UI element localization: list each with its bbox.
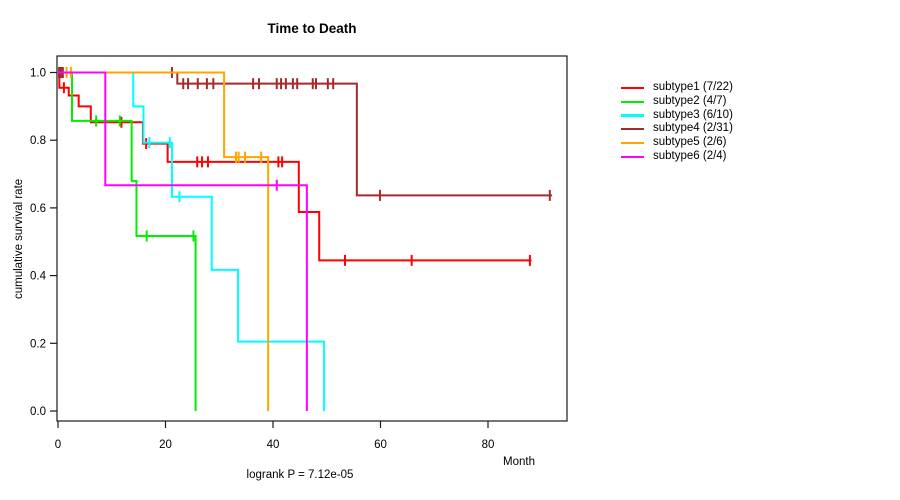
legend-label-subtype2: subtype2 (4/7) bbox=[653, 94, 727, 107]
series-subtype5 bbox=[58, 67, 270, 411]
chart-title: Time to Death bbox=[267, 21, 357, 36]
legend-row-subtype6: subtype6 (2/4) bbox=[621, 150, 733, 164]
curve-subtype6 bbox=[58, 71, 308, 411]
logrank-pvalue: logrank P = 7.12e-05 bbox=[246, 469, 354, 481]
x-tick-label: 20 bbox=[159, 439, 172, 451]
curve-subtype3 bbox=[58, 71, 326, 411]
curve-subtype5 bbox=[58, 71, 270, 411]
legend-line-swatch-subtype3 bbox=[621, 114, 644, 117]
plot-border-box bbox=[56, 55, 568, 422]
legend-row-subtype1: subtype1 (7/22) bbox=[621, 81, 733, 95]
y-tick-label: 0.8 bbox=[30, 135, 46, 147]
legend-row-subtype5: subtype5 (2/6) bbox=[621, 136, 733, 150]
curve-subtype1 bbox=[58, 71, 532, 262]
series-subtype6 bbox=[58, 71, 308, 411]
legend-row-subtype3: subtype3 (6/10) bbox=[621, 109, 733, 123]
legend-label-subtype4: subtype4 (2/31) bbox=[653, 122, 733, 135]
y-tick-label: 0.0 bbox=[30, 406, 46, 418]
legend-line-swatch-subtype1 bbox=[621, 86, 644, 90]
legend-row-subtype4: subtype4 (2/31) bbox=[621, 122, 733, 136]
x-tick-label: 80 bbox=[482, 439, 495, 451]
x-axis-label: Month bbox=[503, 456, 535, 468]
y-tick-label: 0.2 bbox=[30, 338, 46, 350]
legend-label-subtype5: subtype5 (2/6) bbox=[653, 136, 727, 149]
legend-line-swatch-subtype5 bbox=[621, 141, 644, 145]
curve-subtype2 bbox=[58, 71, 197, 411]
series-subtype1 bbox=[58, 71, 532, 266]
legend-row-subtype2: subtype2 (4/7) bbox=[621, 95, 733, 109]
x-tick-label: 60 bbox=[374, 439, 387, 451]
legend-label-subtype1: subtype1 (7/22) bbox=[653, 81, 733, 93]
series-subtype3 bbox=[58, 71, 326, 411]
legend: subtype1 (7/22) subtype2 (4/7) subtype3 (6… bbox=[621, 81, 733, 164]
legend-line-swatch-subtype2 bbox=[621, 100, 644, 103]
legend-line-swatch-subtype4 bbox=[621, 128, 644, 131]
series-subtype2 bbox=[58, 71, 197, 411]
x-tick-label: 40 bbox=[267, 439, 280, 451]
legend-line-swatch-subtype6 bbox=[621, 155, 644, 159]
y-tick-label: 1.0 bbox=[30, 68, 46, 80]
x-tick-label: 0 bbox=[55, 439, 61, 451]
y-tick-label: 0.6 bbox=[30, 203, 46, 215]
legend-label-subtype6: subtype6 (2/4) bbox=[653, 149, 727, 162]
y-tick-label: 0.4 bbox=[30, 271, 47, 283]
legend-label-subtype3: subtype3 (6/10) bbox=[653, 108, 733, 121]
